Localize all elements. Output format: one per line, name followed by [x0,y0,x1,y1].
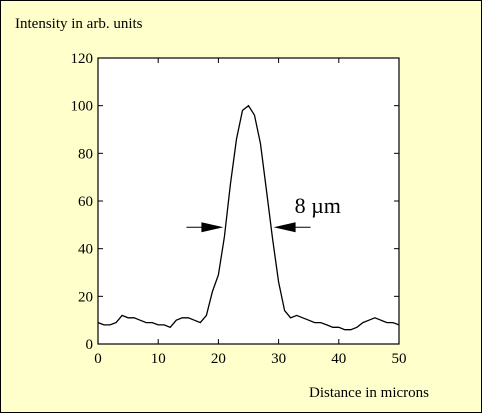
y-tick-label: 0 [86,337,94,353]
y-tick-label: 60 [78,194,93,210]
x-tick-label: 0 [94,351,102,367]
y-tick-label: 40 [78,242,93,258]
y-tick-label: 100 [71,99,94,115]
plot-area [97,57,400,345]
x-tick-label: 20 [211,351,226,367]
x-tick-label: 10 [151,351,166,367]
width-annotation-label: 8 µm [295,193,341,218]
left-arrowhead [201,222,224,233]
x-tick-label: 30 [271,351,286,367]
y-tick-label: 20 [78,289,93,305]
x-tick-label: 40 [331,351,346,367]
right-arrowhead [273,222,296,233]
x-axis-label: Distance in microns [309,385,429,401]
y-tick-label: 80 [78,146,93,162]
x-tick-label: 50 [392,351,407,367]
intensity-line [97,104,400,331]
y-axis-label: Intensity in arb. units [15,16,143,32]
y-tick-label: 120 [71,51,94,67]
